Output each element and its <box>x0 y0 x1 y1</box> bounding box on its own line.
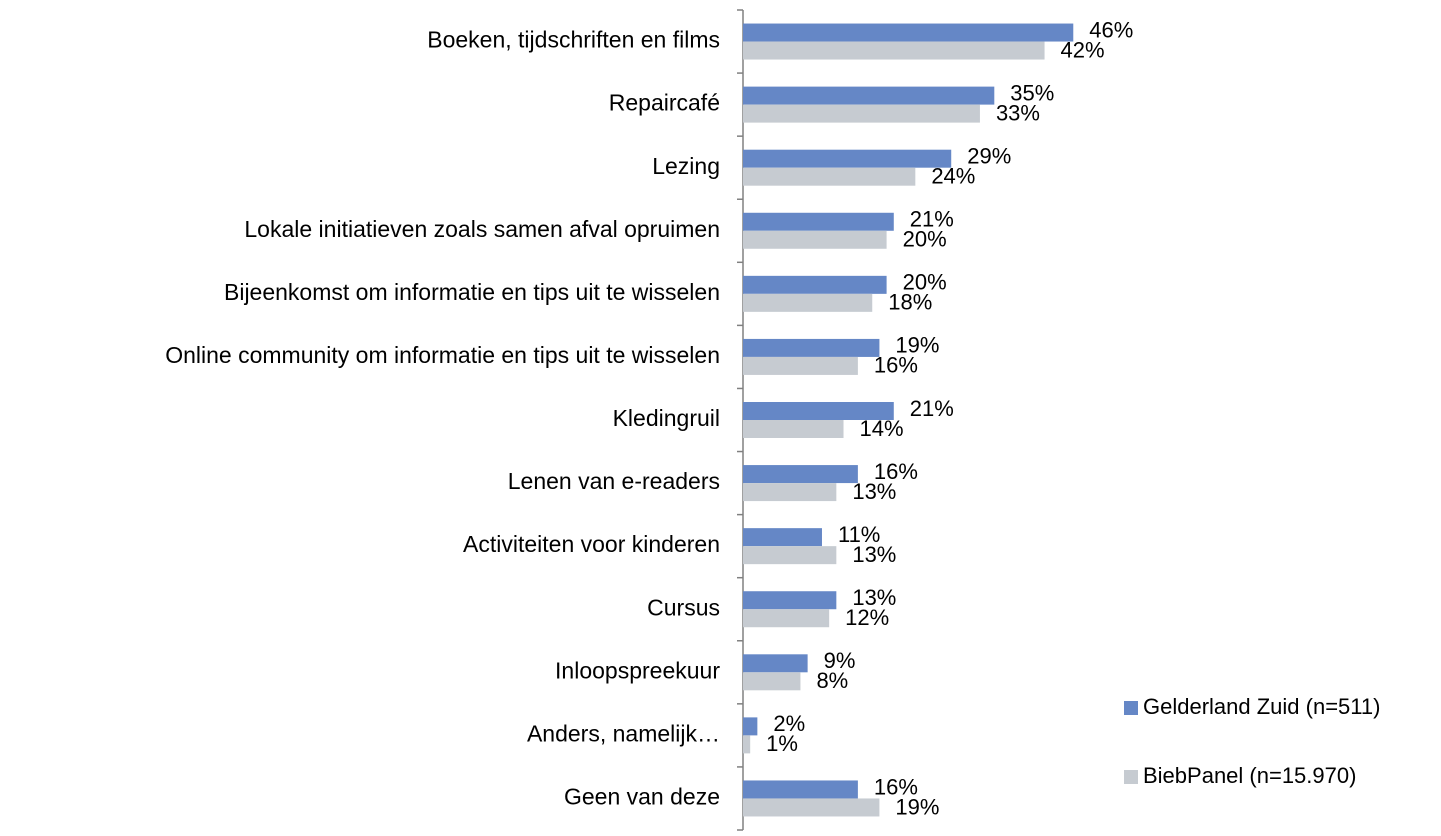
category-label: Activiteiten voor kinderen <box>463 531 720 557</box>
bar <box>743 275 887 294</box>
bar <box>743 609 830 628</box>
bar <box>743 356 858 375</box>
bar <box>743 212 894 231</box>
category-label: Lokale initiatieven zoals samen afval op… <box>244 216 720 242</box>
bar <box>743 483 837 502</box>
bar <box>743 591 837 610</box>
category-label: Inloopspreekuur <box>555 657 720 683</box>
bar <box>743 528 822 547</box>
bar <box>743 41 1045 60</box>
value-label: 29% <box>967 144 1011 169</box>
bar <box>743 798 880 817</box>
value-label: 21% <box>910 207 954 232</box>
value-label: 1% <box>766 731 798 756</box>
bar <box>743 402 894 420</box>
category-label: Bijeenkomst om informatie en tips uit te… <box>224 279 720 305</box>
bar <box>743 717 758 736</box>
category-label: Boeken, tijdschriften en films <box>427 27 720 53</box>
bar <box>743 167 916 186</box>
bar <box>743 735 751 754</box>
bar <box>743 86 995 105</box>
value-label: 20% <box>903 270 947 295</box>
bar <box>743 149 952 168</box>
value-label: 21% <box>910 396 954 421</box>
legend-swatch <box>1124 701 1138 715</box>
bar <box>743 420 844 438</box>
value-label: 24% <box>931 164 975 189</box>
bar <box>743 23 1074 42</box>
value-label: 13% <box>852 479 896 504</box>
value-label: 9% <box>824 648 856 673</box>
category-label: Repaircafé <box>609 90 720 116</box>
value-label: 19% <box>895 794 939 819</box>
bar <box>743 230 887 249</box>
value-label: 46% <box>1089 17 1133 42</box>
bar <box>743 293 873 312</box>
legend-swatch <box>1124 770 1138 784</box>
value-label: 14% <box>860 416 904 441</box>
value-label: 35% <box>1010 80 1054 105</box>
bar <box>743 546 837 565</box>
category-label: Cursus <box>647 594 720 620</box>
value-label: 8% <box>816 668 848 693</box>
value-label: 11% <box>838 522 880 547</box>
legend-label: Gelderland Zuid (n=511) <box>1143 694 1380 719</box>
category-label: Lezing <box>652 153 720 179</box>
value-label: 33% <box>996 100 1040 125</box>
bar <box>743 465 858 484</box>
bar <box>743 672 801 691</box>
value-label: 42% <box>1061 37 1105 62</box>
category-label: Geen van deze <box>564 784 720 810</box>
bar <box>743 338 880 357</box>
bar <box>743 654 808 673</box>
value-label: 16% <box>874 774 918 799</box>
category-label: Anders, namelijk… <box>527 720 720 746</box>
value-label: 20% <box>903 227 947 252</box>
value-label: 13% <box>852 542 896 567</box>
bar <box>743 104 980 123</box>
category-label: Online community om informatie en tips u… <box>165 342 720 368</box>
value-label: 18% <box>888 290 932 315</box>
value-label: 19% <box>895 333 939 358</box>
bar <box>743 780 858 799</box>
value-label: 12% <box>845 605 889 630</box>
value-label: 2% <box>773 711 805 736</box>
value-label: 16% <box>874 459 918 484</box>
value-label: 16% <box>874 353 918 378</box>
category-label: Kledingruil <box>613 405 720 431</box>
legend-label: BiebPanel (n=15.970) <box>1143 763 1356 788</box>
category-label: Lenen van e-readers <box>508 468 720 494</box>
value-label: 13% <box>852 585 896 610</box>
